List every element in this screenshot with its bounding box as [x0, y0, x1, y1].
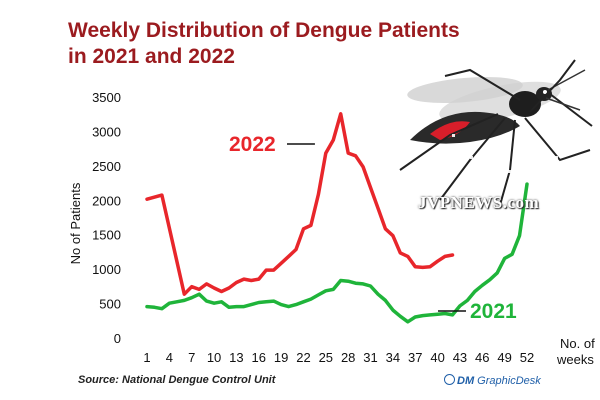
axes: 0 500 1000 1500 2000 2500 3000 3500 1 4 7 10 13 16 19 2…	[68, 90, 595, 367]
x-tick-label: 34	[386, 350, 400, 365]
x-tick-label: 7	[188, 350, 195, 365]
y-tick-label: 0	[114, 331, 121, 346]
series-group	[145, 112, 529, 324]
series-line-2022	[145, 112, 455, 296]
credit-name: GraphicDesk	[477, 375, 541, 387]
y-axis-label: No of Patients	[68, 182, 83, 264]
credit: DM GraphicDesk	[444, 374, 541, 387]
y-tick-label: 2000	[92, 193, 121, 208]
y-tick-label: 3500	[92, 90, 121, 105]
chart-title: Weekly Distribution of Dengue Patients i…	[68, 18, 488, 70]
x-tick-label: 49	[497, 350, 511, 365]
copyright-icon	[444, 374, 455, 385]
y-tick-label: 1500	[92, 228, 121, 243]
x-tick-label: 43	[453, 350, 467, 365]
x-tick-label: 19	[274, 350, 288, 365]
y-tick-label: 500	[99, 297, 121, 312]
title-line-1: Weekly Distribution of Dengue Patients	[68, 19, 460, 42]
watermark: JVPNEWS.com	[418, 193, 540, 212]
x-tick-label: 28	[341, 350, 355, 365]
x-tick-label: 16	[252, 350, 266, 365]
series-line-2021	[145, 182, 529, 324]
x-axis-label: No. of	[560, 336, 595, 351]
x-tick-label: 13	[229, 350, 243, 365]
y-tick-label: 1000	[92, 262, 121, 277]
y-tick-label: 3000	[92, 124, 121, 139]
x-axis-label: weeks	[556, 352, 594, 367]
y-tick-label: 2500	[92, 159, 121, 174]
x-tick-label: 46	[475, 350, 489, 365]
x-tick-label: 31	[363, 350, 377, 365]
x-tick-label: 10	[207, 350, 221, 365]
x-tick-label: 52	[520, 350, 534, 365]
mosquito-illustration	[399, 59, 593, 206]
x-tick-label: 40	[430, 350, 444, 365]
x-tick-label: 22	[296, 350, 310, 365]
credit-brand: DM	[457, 375, 475, 387]
annotation-group: 2022 2021	[229, 133, 517, 323]
source-note: Source: National Dengue Control Unit	[78, 374, 276, 386]
series-label-2021: 2021	[470, 300, 517, 323]
x-tick-label: 37	[408, 350, 422, 365]
x-tick-label: 25	[319, 350, 333, 365]
x-tick-label: 4	[166, 350, 173, 365]
series-label-2022: 2022	[229, 133, 276, 156]
title-line-2: in 2021 and 2022	[68, 45, 235, 68]
x-tick-label: 1	[143, 350, 150, 365]
